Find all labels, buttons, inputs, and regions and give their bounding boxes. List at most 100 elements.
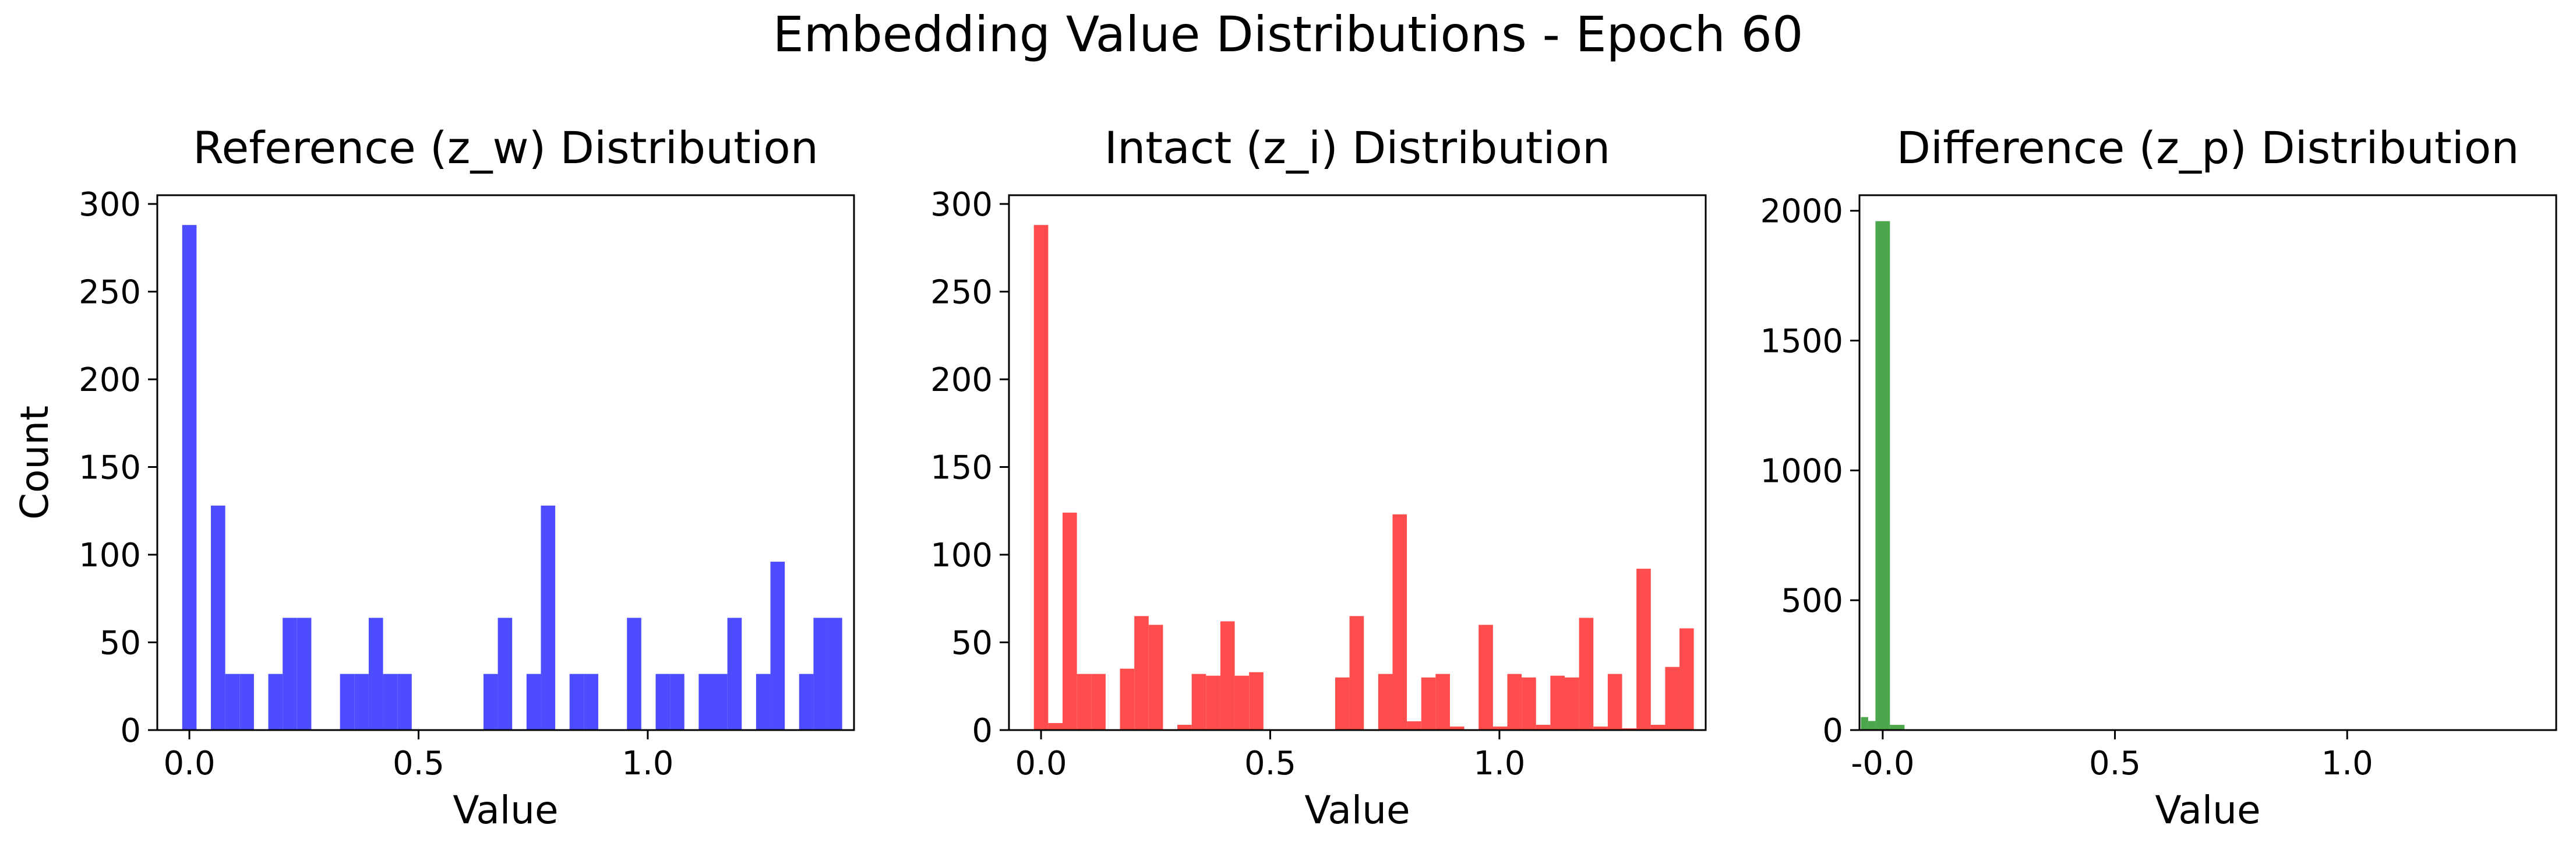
bar-14 [497,618,513,730]
bar-7 [1134,616,1149,730]
y-tick-label: 0 [1822,712,1843,750]
bar-28 [813,618,828,730]
bar-32 [1607,674,1622,730]
bar-5 [1091,674,1106,730]
bar-4 [239,674,254,730]
bar-31 [1593,726,1608,730]
y-tick-label: 500 [1781,582,1843,620]
bar-22 [698,674,714,730]
y-tick-label: 250 [79,274,141,312]
y-tick-label: 100 [930,537,993,574]
bar-25 [1507,674,1522,730]
figure-suptitle: Embedding Value Distributions - Epoch 60 [773,6,1804,63]
x-tick-label: 0.0 [1015,745,1067,782]
y-tick-label: 100 [79,537,141,574]
bar-34 [1636,569,1651,730]
y-tick-label: 0 [972,712,993,750]
subplot-title: Difference (z_p) Distribution [1897,122,2519,174]
bar-8 [340,674,355,730]
x-tick-label: 1.0 [2321,745,2373,782]
bars [1861,221,1905,730]
bar-2 [1048,722,1063,730]
bar-36 [1665,667,1680,730]
bar-3 [1875,221,1890,730]
subplot-3: -0.0 0.5 1.0 0 500 1000 1500 2000 Difference (z_… [1760,122,2557,833]
bar-13 [1234,675,1250,730]
bar-30 [1579,618,1594,730]
bar-19 [1407,721,1421,730]
bar-28 [1550,675,1565,730]
y-tick-label: 150 [79,449,141,487]
y-tick-label: 50 [951,625,993,662]
plots: 0.0 0.5 1.0 0 50 100 150 200 250 300 Reference (z_… [12,122,2557,833]
y-tick-label: 250 [930,274,993,312]
bar-29 [828,618,842,730]
subplot-title: Intact (z_i) Distribution [1104,122,1611,174]
bar-11 [383,674,398,730]
x-axis-label: Value [2155,788,2260,833]
bars [182,225,842,730]
y-tick-label: 0 [120,712,141,750]
bar-20 [1421,677,1436,730]
bar-2 [211,505,225,730]
bar-3 [1063,512,1077,730]
bar-20 [655,674,671,730]
bar-24 [1492,726,1508,730]
bar-22 [1449,726,1465,730]
y-tick-label: 50 [100,625,141,662]
axes-frame [156,194,855,731]
subplot-2: 0.0 0.5 1.0 0 50 100 150 200 250 300 Intact (z_i) … [930,122,1707,833]
subplot-title: Reference (z_w) Distribution [193,122,818,174]
y-tick-label: 1500 [1760,323,1843,361]
bar-27 [799,674,814,730]
bar-1 [182,225,197,730]
bar-29 [1565,677,1579,730]
bars [1033,225,1694,730]
y-axis-label: Count [12,406,57,520]
bar-27 [1536,724,1551,730]
bar-33 [1622,728,1637,730]
bar-4 [1077,674,1092,730]
bar-23 [713,674,728,730]
bar-16 [1349,616,1364,730]
axes-frame [1008,194,1707,731]
y-tick-label: 300 [930,186,993,224]
x-tick-label: 1.0 [622,745,673,782]
bar-37 [1679,628,1694,730]
bar-18 [1392,514,1407,730]
y-tick-label: 300 [79,186,141,224]
bar-12 [1220,621,1235,730]
bar-21 [670,674,684,730]
bar-6 [1120,668,1135,730]
y-tick-label: 200 [79,361,141,399]
bar-26 [1522,677,1536,730]
bar-1 [1033,225,1049,730]
bar-15 [1335,677,1350,730]
bar-8 [1148,625,1163,730]
y-tick-label: 1000 [1760,452,1843,490]
bar-23 [1478,625,1493,730]
bar-19 [627,618,641,730]
bar-35 [1650,724,1665,730]
axes-frame [1858,194,2557,731]
bar-12 [397,674,412,730]
x-tick-label: 0.5 [1244,745,1296,782]
x-tick-label: 0.5 [393,745,444,782]
bar-6 [283,618,297,730]
y-tick-label: 150 [930,449,993,487]
bar-5 [268,674,283,730]
bar-4 [1890,725,1905,730]
bar-3 [225,674,240,730]
bar-17 [1378,674,1393,730]
bar-13 [483,674,498,730]
bar-15 [526,674,541,730]
bar-11 [1206,675,1220,730]
bar-25 [756,674,771,730]
bar-9 [354,674,369,730]
x-tick-label: -0.0 [1851,745,1914,782]
y-tick-label: 200 [930,361,993,399]
bar-7 [297,618,312,730]
subplot-1: 0.0 0.5 1.0 0 50 100 150 200 250 300 Reference (z_… [12,122,855,833]
bar-14 [1249,672,1264,730]
bar-10 [368,618,383,730]
